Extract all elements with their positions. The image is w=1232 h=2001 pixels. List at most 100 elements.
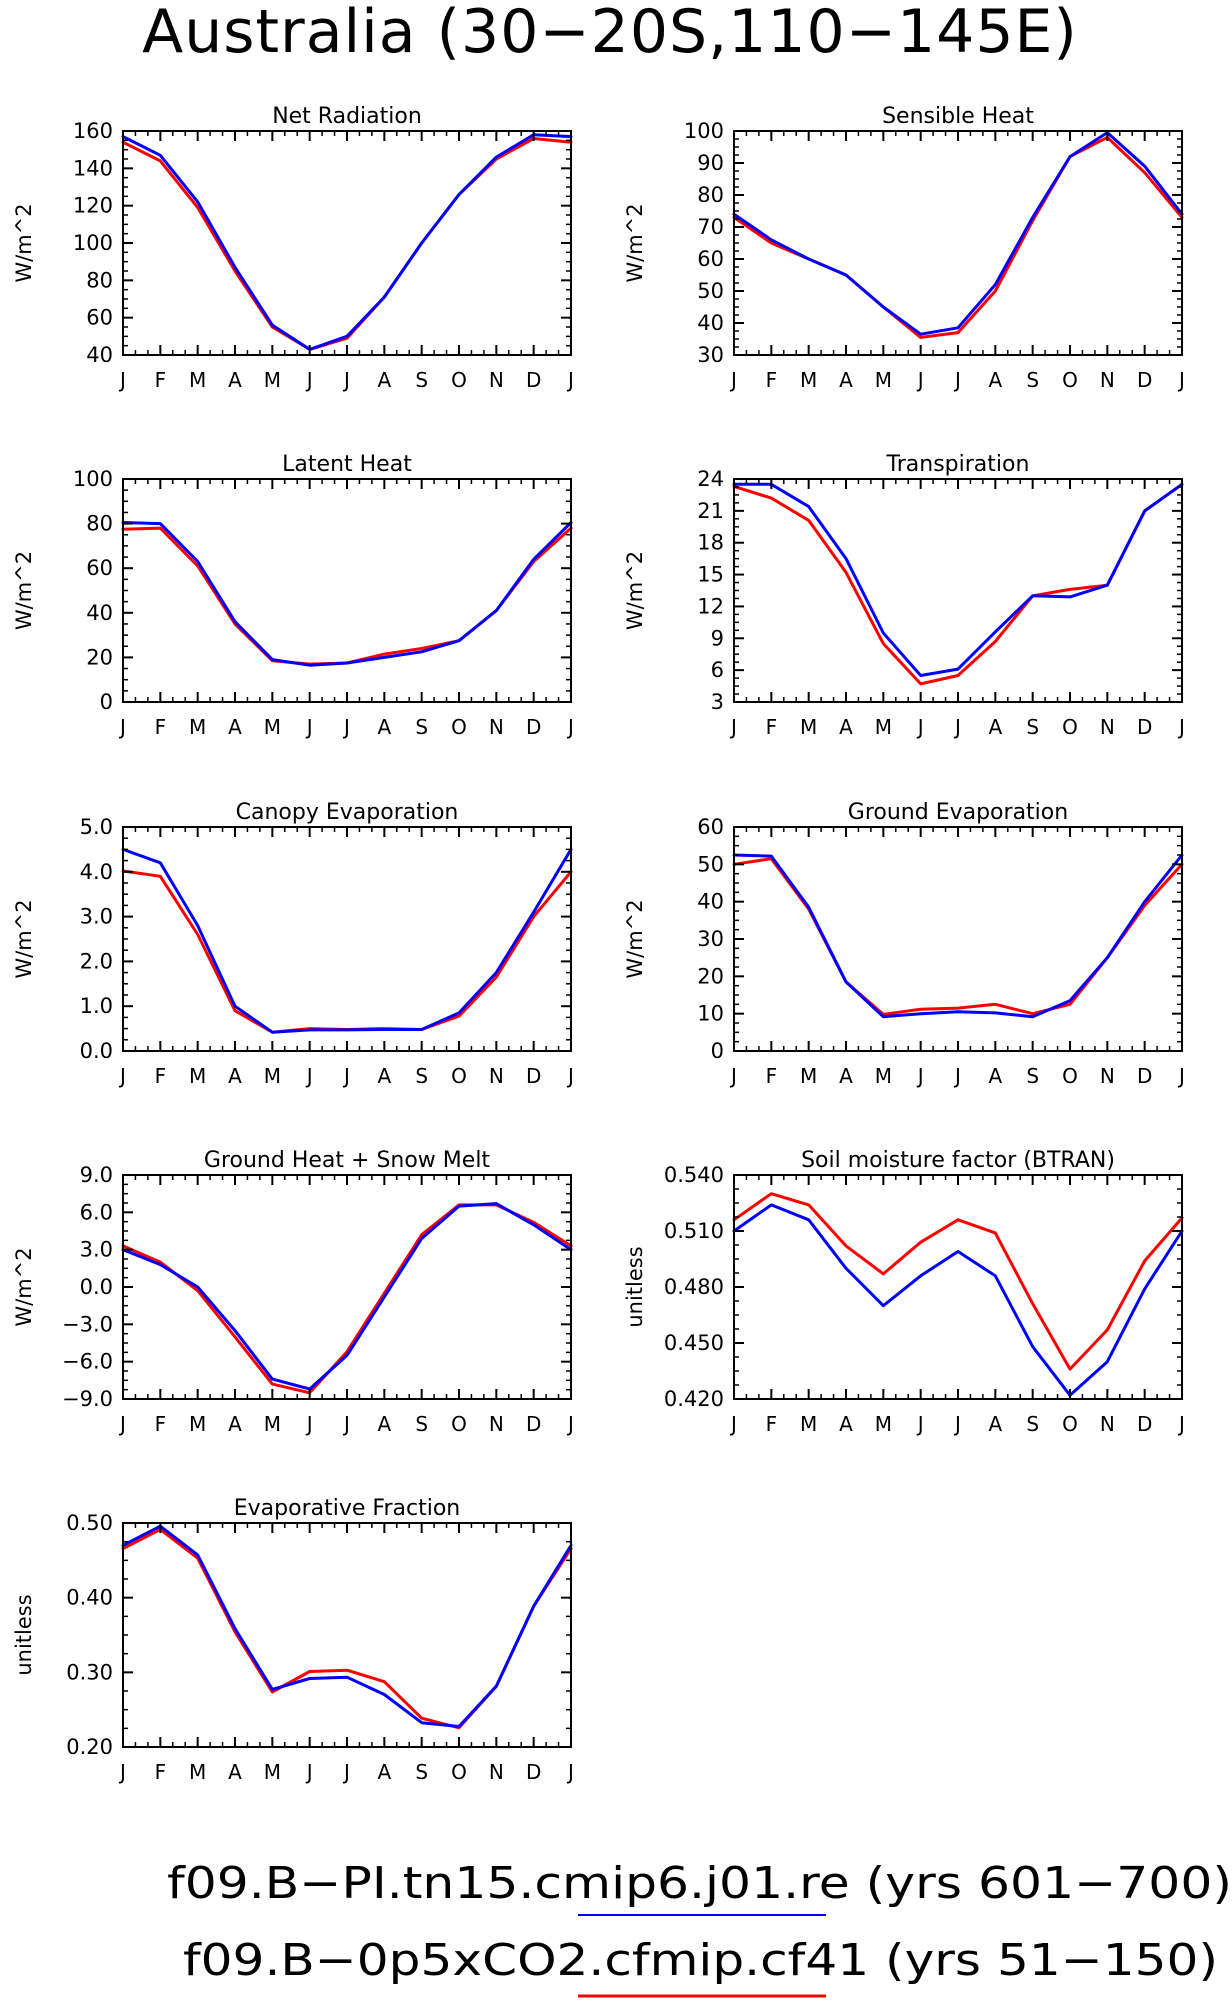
soil-moisture-factor-btran-xtick-label-9: O [1062,1412,1078,1436]
ground-heat-snow-melt-xtick-label-5: J [305,1412,313,1436]
soil-moisture-factor-btran-xtick-label-12: J [1177,1412,1185,1436]
ground-heat-snow-melt-xtick-label-8: S [415,1412,428,1436]
latent-heat-xtick-label-10: N [489,715,504,739]
transpiration-series-1-line [732,482,1184,686]
net-radiation-ytick-label-0: 40 [86,343,113,367]
ground-evaporation-xtick-label-9: O [1062,1064,1078,1088]
soil-moisture-factor-btran-xtick-label-2: M [800,1412,817,1436]
evaporative-fraction-xtick-label-1: F [155,1760,167,1784]
ground-heat-snow-melt-ylabel: W/m^2 [12,1247,36,1326]
canopy-evaporation-xtick-label-2: M [189,1064,206,1088]
net-radiation-ytick-label-6: 160 [73,119,113,143]
canopy-evaporation-ylabel: W/m^2 [12,899,36,978]
ground-heat-snow-melt-xtick-label-4: M [264,1412,281,1436]
transpiration-xtick-label-4: M [875,715,892,739]
sensible-heat-xtick-label-4: M [875,368,892,392]
panel-evaporative-fraction: J F M A M J J A S O N D J0.200.300.400.50Evaporative… [12,1496,574,1784]
ground-evaporation-title: Ground Evaporation [848,800,1068,825]
net-radiation-xtick-label-10: N [489,368,504,392]
canopy-evaporation-xtick-label-3: A [228,1064,242,1088]
transpiration-xtick-label-10: N [1100,715,1115,739]
soil-moisture-factor-btran-xtick-label-11: D [1137,1412,1152,1436]
ground-evaporation-xtick-label-1: F [766,1064,778,1088]
ground-evaporation-ytick-label-6: 60 [697,815,724,839]
soil-moisture-factor-btran-title: Soil moisture factor (BTRAN) [801,1148,1115,1173]
transpiration-xtick-label-5: J [916,715,924,739]
sensible-heat-ytick-label-2: 50 [697,279,724,303]
ground-evaporation-xtick-label-7: A [988,1064,1002,1088]
transpiration-ytick-label-2: 9 [711,626,724,650]
evaporative-fraction-plot-frame [122,1522,572,1748]
net-radiation-plot-frame [122,130,572,356]
sensible-heat-ytick-label-6: 90 [697,151,724,175]
ground-heat-snow-melt-ytick-label-4: 3.0 [80,1238,113,1262]
sensible-heat-xtick-label-1: F [766,368,778,392]
sensible-heat-plot-frame [733,130,1183,356]
sensible-heat-series-1-line [732,135,1184,339]
net-radiation-xtick-label-9: O [451,368,467,392]
latent-heat-xtick-label-3: A [228,715,242,739]
sensible-heat-xtick-label-6: J [953,368,961,392]
ground-evaporation-xtick-label-6: J [953,1064,961,1088]
transpiration-xtick-label-12: J [1177,715,1185,739]
ground-heat-snow-melt-ytick-label-3: 0.0 [80,1275,113,1299]
net-radiation-xtick-label-4: M [264,368,281,392]
net-radiation-xtick-label-6: J [342,368,350,392]
sensible-heat-ylabel: W/m^2 [623,203,647,282]
canopy-evaporation-series-2-line [121,847,573,1034]
legend: f09.B−PI.tn15.cmip6.j01.re (yrs 601−700)… [167,1858,1232,1998]
latent-heat-xtick-label-2: M [189,715,206,739]
canopy-evaporation-xtick-label-4: M [264,1064,281,1088]
net-radiation-series-2-line [121,133,573,351]
latent-heat-ylabel: W/m^2 [12,551,36,630]
evaporative-fraction-xtick-label-2: M [189,1760,206,1784]
canopy-evaporation-xtick-label-7: A [377,1064,391,1088]
transpiration-ytick-label-6: 21 [697,499,724,523]
sensible-heat-xtick-label-12: J [1177,368,1185,392]
ground-heat-snow-melt-xtick-label-12: J [566,1412,574,1436]
canopy-evaporation-plot-frame [122,826,572,1052]
ground-heat-snow-melt-ytick-label-0: −9.0 [62,1387,113,1411]
sensible-heat-xtick-label-2: M [800,368,817,392]
ground-evaporation-ytick-label-4: 40 [697,890,724,914]
sensible-heat-xtick-label-8: S [1026,368,1039,392]
transpiration-ytick-label-7: 24 [697,467,724,491]
ground-heat-snow-melt-ytick-label-5: 6.0 [80,1200,113,1224]
sensible-heat-ytick-label-0: 30 [697,343,724,367]
latent-heat-ytick-label-5: 100 [73,467,113,491]
canopy-evaporation-ytick-label-0: 0.0 [80,1039,113,1063]
latent-heat-ytick-label-3: 60 [86,556,113,580]
latent-heat-plot-frame [122,478,572,703]
ground-heat-snow-melt-xtick-label-7: A [377,1412,391,1436]
ground-evaporation-ylabel: W/m^2 [623,899,647,978]
evaporative-fraction-title: Evaporative Fraction [234,1496,460,1521]
transpiration-ytick-label-1: 6 [711,658,724,682]
net-radiation-title: Net Radiation [272,104,422,129]
latent-heat-series-1-line [121,526,573,666]
soil-moisture-factor-btran-series-2-line [732,1203,1184,1397]
latent-heat-series-2-line [121,521,573,667]
sensible-heat-title: Sensible Heat [882,104,1034,129]
transpiration-title: Transpiration [886,452,1030,477]
soil-moisture-factor-btran-xtick-label-5: J [916,1412,924,1436]
ground-heat-snow-melt-ytick-label-2: −3.0 [62,1312,113,1336]
latent-heat-ytick-label-0: 0 [100,690,113,714]
transpiration-ylabel: W/m^2 [623,551,647,630]
ground-evaporation-xtick-label-5: J [916,1064,924,1088]
ground-heat-snow-melt-xtick-label-0: J [118,1412,126,1436]
canopy-evaporation-xtick-label-11: D [526,1064,541,1088]
evaporative-fraction-ytick-label-0: 0.20 [66,1735,113,1759]
ground-evaporation-series-1-line [732,857,1184,1016]
evaporative-fraction-series-1-line [121,1527,573,1730]
canopy-evaporation-xtick-label-1: F [155,1064,167,1088]
canopy-evaporation-xtick-label-6: J [342,1064,350,1088]
soil-moisture-factor-btran-ylabel: unitless [623,1246,647,1327]
evaporative-fraction-xtick-label-6: J [342,1760,350,1784]
soil-moisture-factor-btran-plot-frame [733,1174,1183,1400]
transpiration-xtick-label-6: J [953,715,961,739]
